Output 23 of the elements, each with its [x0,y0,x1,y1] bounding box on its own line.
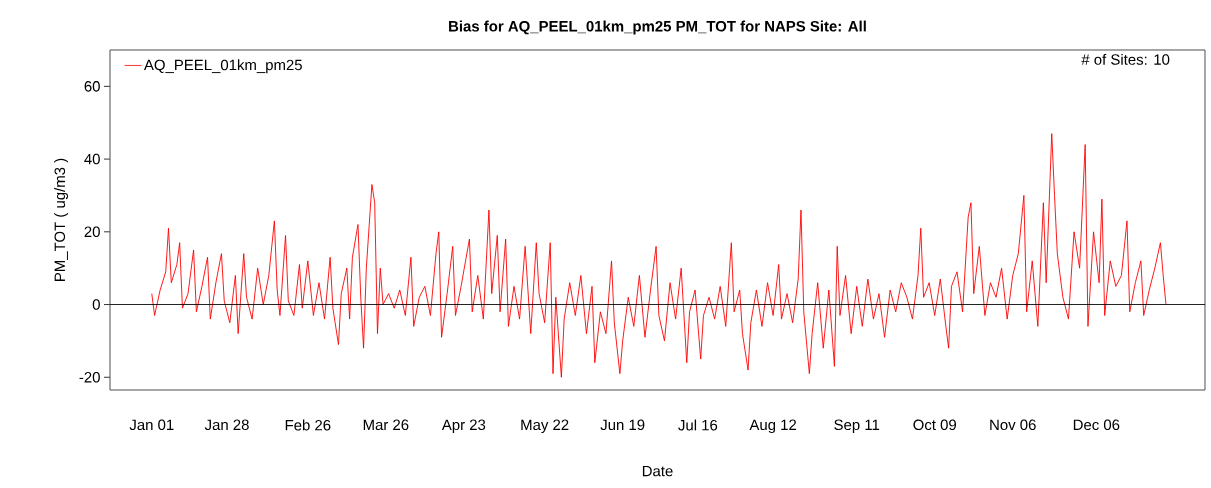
y-axis-title: PM_TOT ( ug/m3 ) [54,158,69,281]
legend-label: AQ_PEEL_01km_pm25 [143,59,302,74]
x-tick-label: Nov 06 [990,419,1036,431]
chart-title: Bias for AQ_PEEL_01km_pm25 PM_TOT for NAPS Site: All [449,20,866,35]
x-tick-label: Dec 06 [1073,419,1120,431]
y-tick-label: 60 [84,81,100,92]
annotation: # of Sites: 10 [1081,53,1170,65]
x-tick-label: Mar 26 [363,419,409,431]
y-tick-label: 40 [84,153,100,165]
y-tick-label: -20 [79,371,100,383]
x-tick-label: Jan 28 [204,419,249,431]
x-tick-label: Sep 11 [834,419,880,434]
x-tick-label: Aug 12 [749,419,797,434]
x-tick-label: Feb 26 [285,419,331,431]
x-tick-label: Jan 01 [129,419,174,431]
x-tick-label: Jun 19 [600,419,645,431]
y-tick-label: 0 [92,299,100,310]
x-tick-label: Apr 23 [441,419,486,434]
x-tick-label: Jul 16 [678,419,718,431]
x-axis-title: Date [642,465,673,477]
y-tick-label: 20 [84,226,100,238]
x-tick-label: May 22 [521,419,569,434]
x-tick-label: Oct 09 [913,419,956,431]
